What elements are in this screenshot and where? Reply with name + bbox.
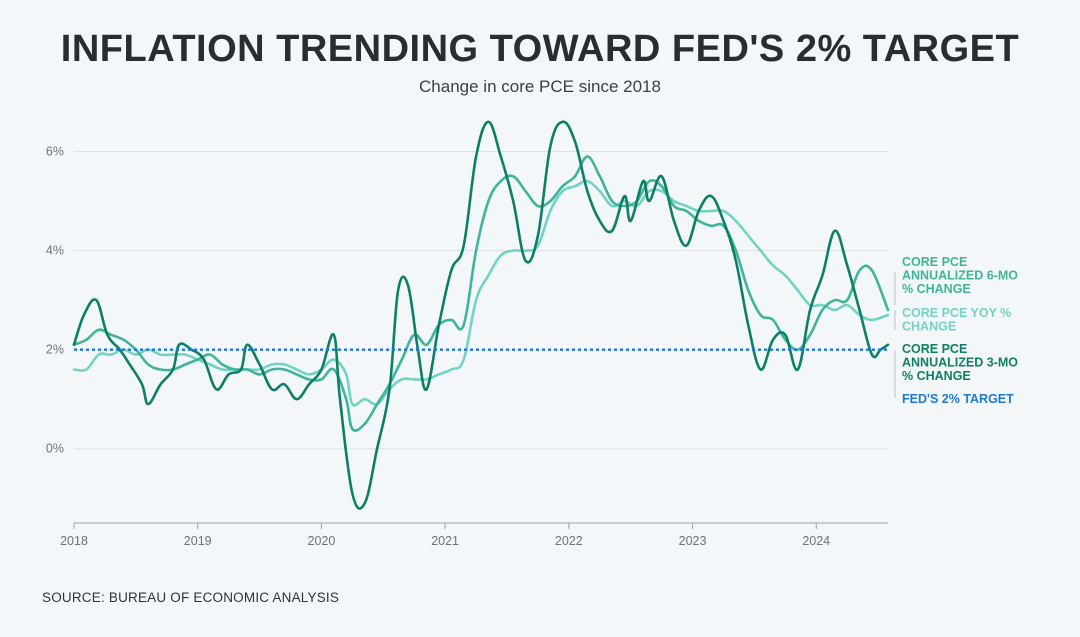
series-label-core-pce-annualized-6-mo-change: ANNUALIZED 6-MO <box>902 269 1018 283</box>
series-label-core-pce-annualized-3-mo-change: % CHANGE <box>902 369 971 383</box>
series-label-core-pce-yoy-change: CHANGE <box>902 320 956 334</box>
x-tick-label: 2019 <box>184 534 212 548</box>
series-label-core-pce-annualized-6-mo-change: % CHANGE <box>902 282 971 296</box>
series-label-core-pce-annualized-3-mo-change: CORE PCE <box>902 342 967 356</box>
x-tick-label: 2020 <box>308 534 336 548</box>
x-tick-label: 2018 <box>60 534 88 548</box>
series-label-core-pce-annualized-6-mo-change: CORE PCE <box>902 255 967 269</box>
chart-title: INFLATION TRENDING TOWARD FED'S 2% TARGE… <box>60 28 1020 70</box>
axes: 0% 2% 4% 6% 2018 2019 2020 2021 2022 2023 2024 <box>46 145 888 548</box>
y-tick-label: 4% <box>46 244 64 258</box>
gridlines <box>74 151 888 450</box>
y-tick-label: 6% <box>46 145 64 159</box>
x-tick-label: 2024 <box>802 534 830 548</box>
x-tick-label: 2023 <box>679 534 707 548</box>
y-tick-label: 0% <box>46 442 64 456</box>
series-line-core-pce-yoy-change <box>72 179 890 407</box>
series-line-core-pce-annualized-6-mo-change <box>72 155 890 432</box>
source-note: SOURCE: BUREAU OF ECONOMIC ANALYSIS <box>42 590 340 605</box>
series-line-core-pce-annualized-3-mo-change <box>72 120 890 510</box>
series-label-fed-s-2-target: FED'S 2% TARGET <box>902 392 1014 406</box>
chart-subtitle: Change in core PCE since 2018 <box>419 77 661 96</box>
series-label-core-pce-annualized-3-mo-change: ANNUALIZED 3-MO <box>902 356 1018 370</box>
y-tick-label: 2% <box>46 343 64 357</box>
series-lines <box>72 120 890 510</box>
series-label-core-pce-yoy-change: CORE PCE YOY % <box>902 306 1011 320</box>
x-tick-label: 2021 <box>431 534 459 548</box>
x-tick-label: 2022 <box>555 534 583 548</box>
